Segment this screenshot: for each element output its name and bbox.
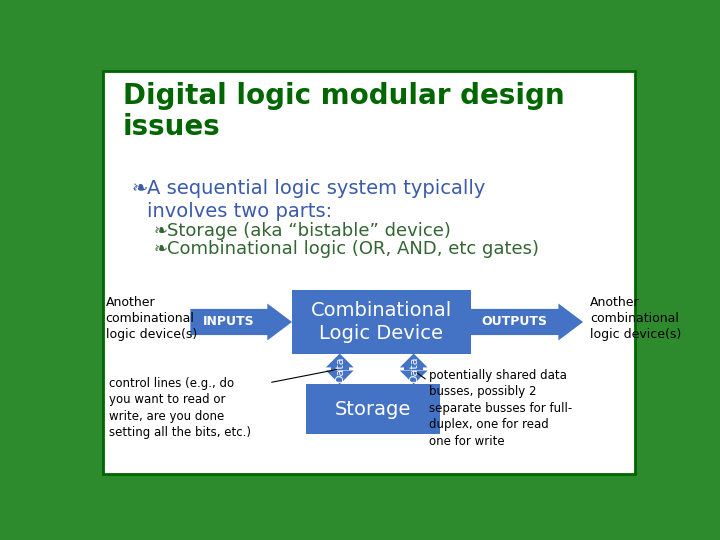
Text: Another
combinational
logic device(s): Another combinational logic device(s) (106, 296, 197, 341)
FancyBboxPatch shape (102, 71, 636, 475)
Polygon shape (400, 354, 428, 367)
Polygon shape (471, 303, 583, 340)
Text: OUTPUTS: OUTPUTS (482, 315, 547, 328)
Text: Data: Data (335, 356, 345, 382)
Polygon shape (405, 367, 423, 370)
Text: Digital logic modular design
issues: Digital logic modular design issues (122, 82, 564, 141)
Text: ❧: ❧ (153, 222, 167, 240)
Text: Another
combinational
logic device(s): Another combinational logic device(s) (590, 296, 681, 341)
Text: Combinational logic (OR, AND, etc gates): Combinational logic (OR, AND, etc gates) (167, 240, 539, 258)
FancyBboxPatch shape (292, 291, 471, 354)
Text: potentially shared data
busses, possibly 2
separate busses for full-
duplex, one: potentially shared data busses, possibly… (429, 369, 572, 448)
Polygon shape (190, 303, 292, 340)
Text: Storage: Storage (335, 400, 411, 419)
Polygon shape (400, 370, 428, 384)
FancyBboxPatch shape (306, 384, 440, 434)
Text: Storage (aka “bistable” device): Storage (aka “bistable” device) (167, 222, 451, 240)
Text: Combinational
Logic Device: Combinational Logic Device (311, 301, 452, 343)
Polygon shape (330, 367, 349, 370)
Text: control lines (e.g., do
you want to read or
write, are you done
setting all the : control lines (e.g., do you want to read… (109, 377, 251, 439)
Text: ❧: ❧ (132, 179, 148, 198)
Polygon shape (326, 354, 354, 367)
Text: INPUTS: INPUTS (203, 315, 255, 328)
Text: A sequential logic system typically
involves two parts:: A sequential logic system typically invo… (148, 179, 485, 220)
Text: ❧: ❧ (153, 240, 167, 258)
Text: Data: Data (409, 356, 418, 382)
Polygon shape (326, 370, 354, 384)
